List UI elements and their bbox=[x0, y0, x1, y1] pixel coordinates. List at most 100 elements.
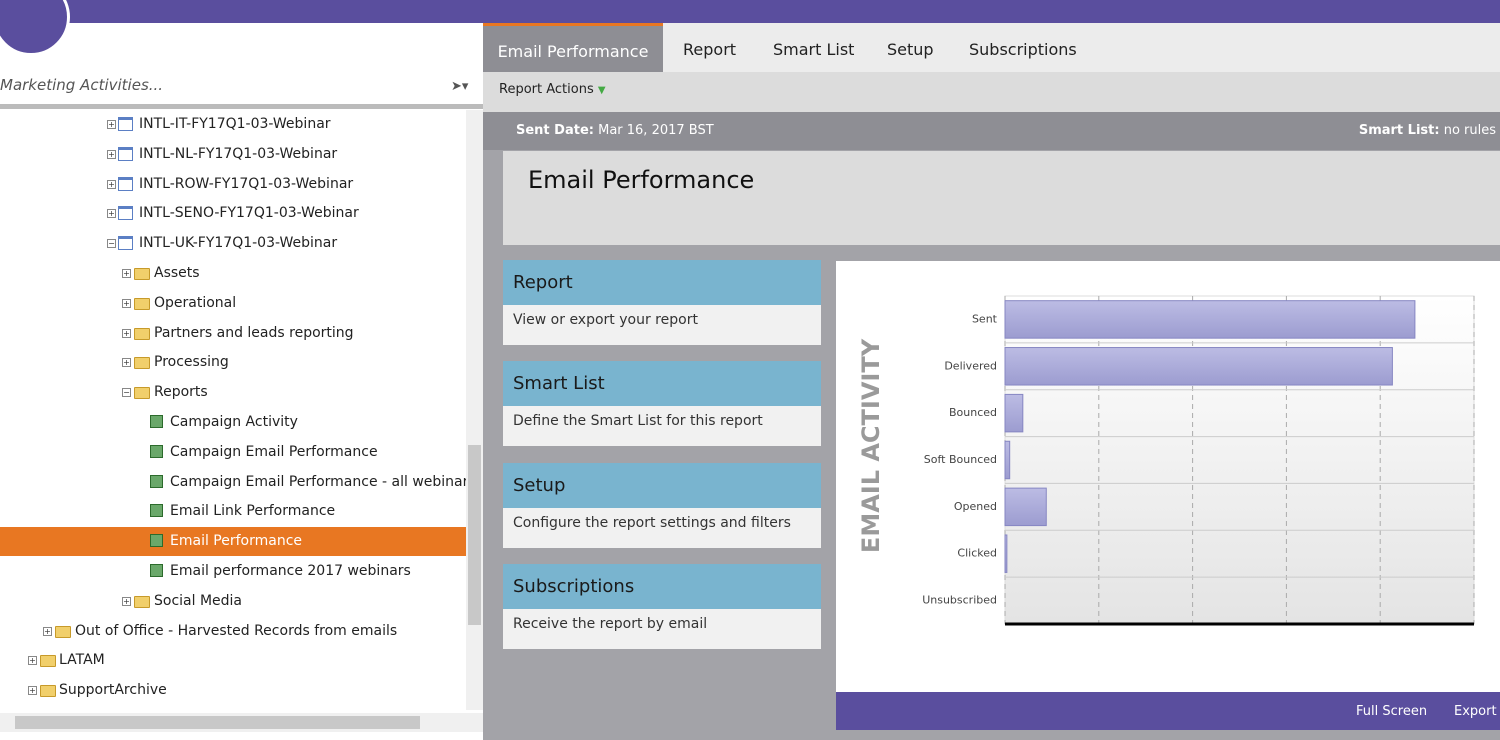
tree-item[interactable]: Campaign Email Performance bbox=[0, 438, 466, 467]
card-title[interactable]: Smart List bbox=[503, 361, 821, 407]
tree-item[interactable]: + INTL-SENO-FY17Q1-03-Webinar bbox=[0, 199, 466, 228]
calendar-icon bbox=[118, 146, 133, 161]
tree-item[interactable]: Email Link Performance bbox=[0, 497, 466, 526]
expander[interactable]: + bbox=[122, 298, 131, 308]
card-title[interactable]: Setup bbox=[503, 462, 821, 508]
folder-icon bbox=[134, 327, 150, 340]
expander[interactable]: + bbox=[107, 179, 116, 189]
expander[interactable]: + bbox=[122, 358, 131, 368]
expander[interactable]: + bbox=[28, 656, 37, 666]
card-title[interactable]: Subscriptions bbox=[503, 563, 821, 609]
report-actions-label[interactable]: Report Actions bbox=[499, 82, 594, 97]
smart-list-value: no rules bbox=[1443, 123, 1496, 138]
tree-label: INTL-ROW-FY17Q1-03-Webinar bbox=[139, 175, 354, 192]
tree: + INTL-IT-FY17Q1-03-Webinar + INTL-NL-FY17Q… bbox=[0, 110, 476, 710]
card-description[interactable]: Receive the report by email bbox=[503, 608, 821, 649]
tree-label: INTL-NL-FY17Q1-03-Webinar bbox=[139, 145, 338, 162]
calendar-icon bbox=[118, 176, 133, 191]
category-label: Delivered bbox=[944, 359, 997, 372]
full-screen-button[interactable]: Full Screen bbox=[1356, 704, 1428, 719]
h-scrollbar[interactable] bbox=[0, 713, 483, 732]
tree-label: Campaign Email Performance bbox=[170, 443, 378, 460]
report-actions[interactable]: Report Actions ▼ bbox=[499, 82, 606, 97]
expander[interactable]: + bbox=[122, 328, 131, 338]
info-bar bbox=[483, 112, 1500, 150]
card-description[interactable]: Configure the report settings and filter… bbox=[503, 507, 821, 548]
tree-item[interactable]: Campaign Activity bbox=[0, 408, 466, 437]
tree-item[interactable]: + Processing bbox=[0, 348, 466, 377]
tree-item[interactable]: + Operational bbox=[0, 289, 466, 318]
expander[interactable]: + bbox=[122, 269, 131, 278]
tree-item[interactable]: + Assets bbox=[0, 259, 466, 288]
tree-item[interactable]: Email performance 2017 webinars bbox=[0, 557, 466, 586]
tree-item[interactable]: + INTL-ROW-FY17Q1-03-Webinar bbox=[0, 170, 466, 199]
category-label: Sent bbox=[972, 312, 998, 325]
card-title[interactable]: Report bbox=[503, 260, 821, 305]
tree-label: Out of Office - Harvested Records from e… bbox=[75, 622, 398, 639]
smart-list: Smart List: no rules bbox=[1359, 123, 1496, 138]
expander[interactable]: + bbox=[107, 120, 116, 129]
bar bbox=[1004, 300, 1416, 339]
bar bbox=[1004, 393, 1024, 433]
tab[interactable]: Email Performance bbox=[483, 23, 663, 72]
search-box[interactable]: Marketing Activities... bbox=[0, 76, 164, 94]
category-label: Opened bbox=[954, 500, 997, 513]
tab[interactable]: Subscriptions bbox=[969, 40, 1077, 59]
tree-label: Social Media bbox=[154, 592, 243, 609]
category-label: Bounced bbox=[949, 406, 997, 419]
card-description[interactable]: View or export your report bbox=[503, 305, 821, 345]
report-icon bbox=[150, 474, 163, 488]
report-icon bbox=[150, 444, 163, 458]
tree-item[interactable]: Campaign Email Performance - all webinar… bbox=[0, 468, 476, 497]
chart-title: EMAIL ACTIVITY bbox=[857, 338, 885, 553]
chart-footer bbox=[836, 692, 1500, 730]
expander[interactable]: + bbox=[43, 626, 52, 636]
card-description[interactable]: Define the Smart List for this report bbox=[503, 406, 821, 447]
search-icon[interactable]: ➤▾ bbox=[451, 79, 469, 94]
export-button[interactable]: Export bbox=[1454, 704, 1497, 719]
tree-item[interactable]: Email Performance bbox=[0, 527, 466, 557]
title-panel bbox=[503, 151, 1500, 245]
expander[interactable]: + bbox=[28, 686, 37, 696]
tree-item[interactable]: − INTL-UK-FY17Q1-03-Webinar bbox=[0, 229, 466, 258]
expander[interactable]: − bbox=[107, 239, 116, 249]
calendar-icon bbox=[118, 236, 133, 251]
category-label: Clicked bbox=[957, 547, 997, 560]
report-icon bbox=[150, 415, 163, 428]
report-icon bbox=[150, 564, 163, 577]
tree-item[interactable]: + Out of Office - Harvested Records from … bbox=[0, 617, 466, 646]
tree-label: Email Link Performance bbox=[170, 503, 336, 520]
folder-icon bbox=[40, 655, 56, 668]
tree-label: Assets bbox=[154, 265, 200, 281]
expander[interactable]: + bbox=[107, 149, 116, 159]
folder-icon bbox=[134, 595, 150, 608]
v-scrollbar[interactable] bbox=[466, 110, 483, 710]
sent-date-value: Mar 16, 2017 BST bbox=[598, 123, 714, 138]
tree-item[interactable]: + INTL-NL-FY17Q1-03-Webinar bbox=[0, 140, 466, 169]
top-bar bbox=[0, 0, 1500, 23]
tree-label: Partners and leads reporting bbox=[154, 324, 354, 341]
sent-date: Sent Date: Mar 16, 2017 BST bbox=[516, 123, 714, 138]
tree-label: Email Performance bbox=[170, 533, 303, 550]
tree-label: Reports bbox=[154, 384, 208, 401]
report-icon bbox=[150, 534, 163, 548]
bar bbox=[1004, 534, 1008, 573]
folder-icon bbox=[134, 387, 150, 400]
expander[interactable]: + bbox=[107, 209, 116, 219]
tree-label: LATAM bbox=[59, 652, 105, 669]
tree-item[interactable]: + Social Media bbox=[0, 587, 466, 616]
expander[interactable]: − bbox=[122, 388, 131, 398]
tab[interactable]: Report bbox=[683, 40, 737, 59]
tab[interactable]: Smart List bbox=[773, 40, 855, 59]
tree-item[interactable]: + SupportArchive bbox=[0, 676, 466, 705]
tree-item[interactable]: + INTL-IT-FY17Q1-03-Webinar bbox=[0, 110, 466, 139]
tree-item[interactable]: + LATAM bbox=[0, 646, 466, 675]
tree-label: INTL-UK-FY17Q1-03-Webinar bbox=[139, 235, 338, 252]
tree-item[interactable]: − Reports bbox=[0, 378, 466, 407]
plot-area bbox=[1004, 295, 1475, 625]
tree-item[interactable]: + Partners and leads reporting bbox=[0, 319, 466, 348]
tab[interactable]: Setup bbox=[887, 40, 934, 59]
bar bbox=[1004, 487, 1047, 527]
logo[interactable] bbox=[0, 0, 70, 56]
expander[interactable]: + bbox=[122, 596, 131, 606]
